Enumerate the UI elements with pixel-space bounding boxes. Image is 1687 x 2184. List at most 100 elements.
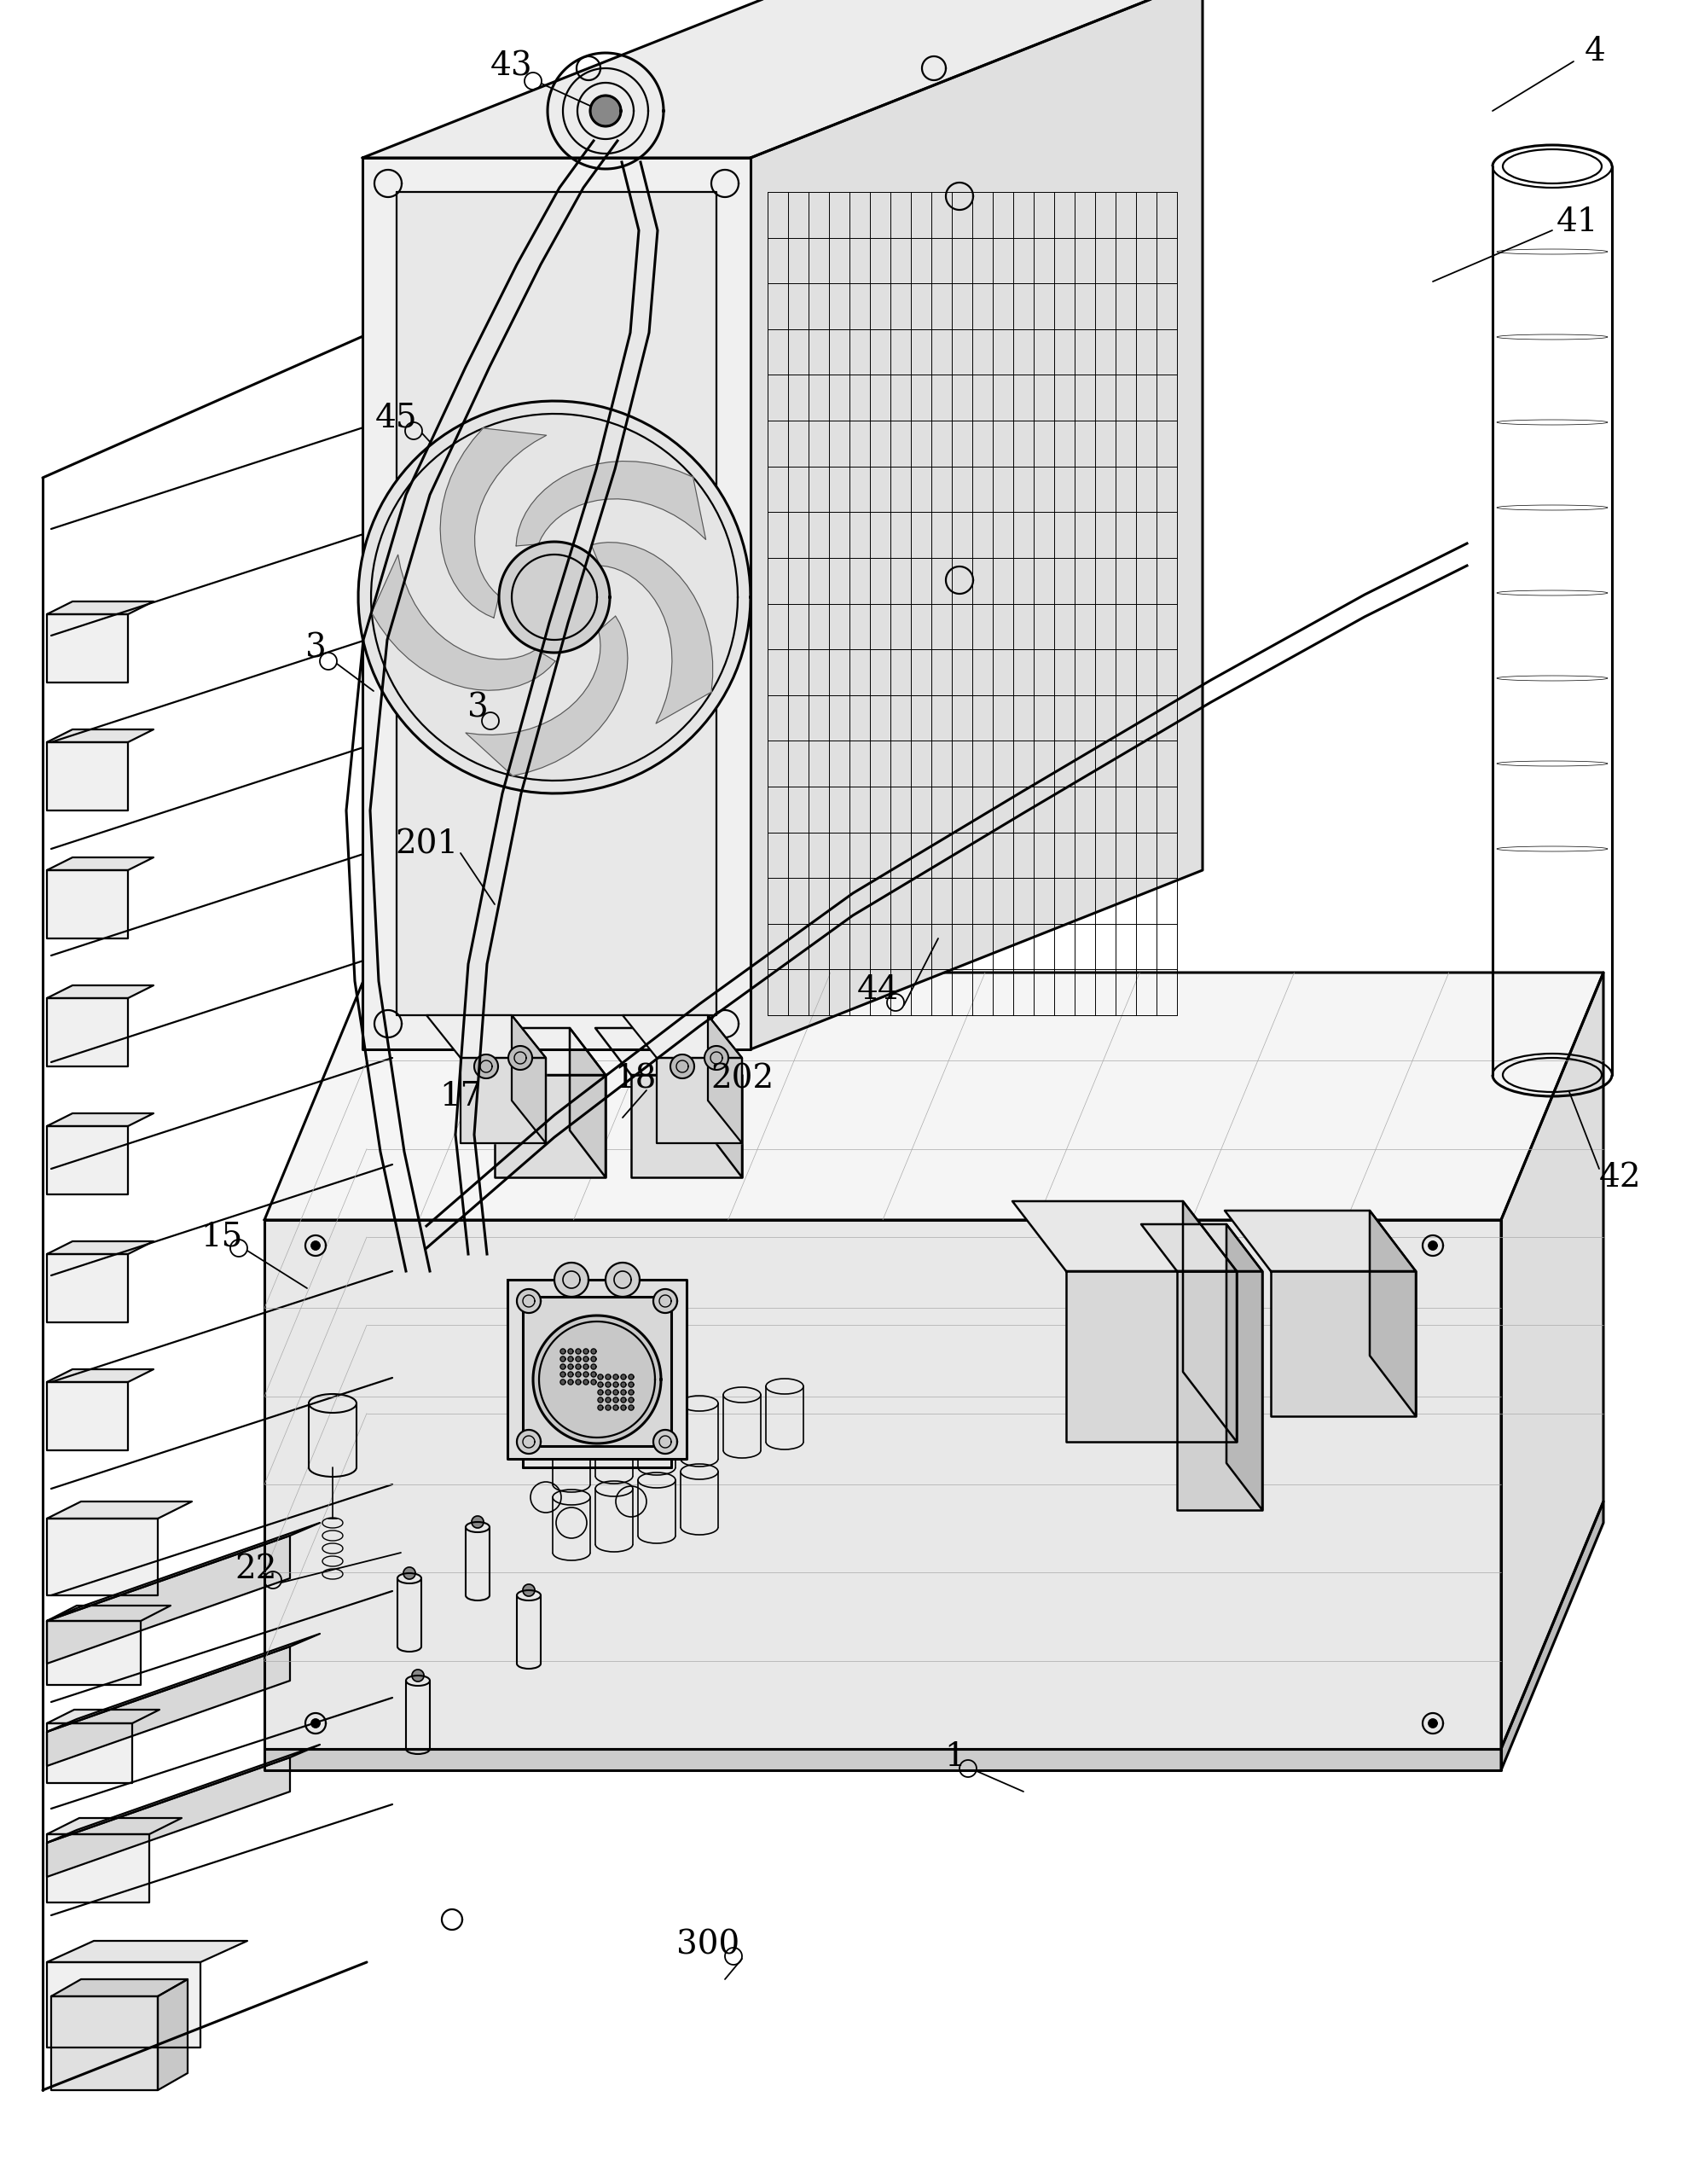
Polygon shape [265, 972, 1603, 1221]
Polygon shape [1429, 1241, 1437, 1249]
Polygon shape [606, 1404, 611, 1411]
Polygon shape [499, 542, 609, 653]
Polygon shape [606, 1398, 611, 1402]
Polygon shape [584, 1365, 589, 1369]
Polygon shape [472, 1516, 484, 1529]
Polygon shape [516, 1431, 542, 1455]
Polygon shape [569, 1356, 574, 1361]
Polygon shape [1066, 1271, 1237, 1441]
Polygon shape [508, 1046, 531, 1070]
Polygon shape [461, 1057, 547, 1142]
Polygon shape [629, 1389, 634, 1396]
Polygon shape [508, 1280, 687, 1459]
Polygon shape [575, 1350, 580, 1354]
Polygon shape [47, 1241, 154, 1254]
Polygon shape [47, 1942, 248, 1961]
Text: 17: 17 [440, 1081, 481, 1112]
Polygon shape [47, 1758, 290, 1876]
Polygon shape [597, 1374, 602, 1380]
Polygon shape [47, 869, 128, 939]
Polygon shape [606, 1382, 611, 1387]
Polygon shape [653, 1431, 676, 1455]
Polygon shape [358, 402, 751, 793]
Polygon shape [584, 1372, 589, 1376]
Polygon shape [1501, 972, 1603, 1749]
Polygon shape [47, 1127, 128, 1195]
Polygon shape [412, 1669, 423, 1682]
Polygon shape [560, 1350, 565, 1354]
Polygon shape [47, 985, 154, 998]
Polygon shape [656, 1057, 742, 1142]
Text: 1: 1 [945, 1741, 965, 1773]
Polygon shape [511, 1016, 547, 1142]
Polygon shape [560, 1372, 565, 1376]
Polygon shape [265, 1749, 1501, 1771]
Polygon shape [47, 1817, 182, 1835]
Polygon shape [629, 1382, 634, 1387]
Polygon shape [621, 1404, 626, 1411]
Polygon shape [612, 1374, 619, 1380]
Polygon shape [606, 1374, 611, 1380]
Polygon shape [523, 1583, 535, 1597]
Polygon shape [621, 1398, 626, 1402]
Polygon shape [459, 1029, 606, 1075]
Polygon shape [403, 1568, 415, 1579]
Polygon shape [47, 1369, 154, 1382]
Polygon shape [159, 1979, 187, 2090]
Polygon shape [584, 1380, 589, 1385]
Polygon shape [47, 1114, 154, 1127]
Polygon shape [560, 1356, 565, 1361]
Polygon shape [709, 1016, 742, 1142]
Text: 43: 43 [491, 50, 533, 83]
Polygon shape [51, 1996, 159, 2090]
Polygon shape [265, 1221, 1501, 1749]
Polygon shape [1370, 1210, 1415, 1415]
Polygon shape [569, 1365, 574, 1369]
Polygon shape [47, 1254, 128, 1321]
Polygon shape [1178, 1271, 1262, 1509]
Polygon shape [612, 1382, 619, 1387]
Text: 15: 15 [201, 1221, 243, 1254]
Polygon shape [47, 1518, 159, 1594]
Polygon shape [621, 1374, 626, 1380]
Polygon shape [516, 1289, 542, 1313]
Polygon shape [570, 1029, 606, 1177]
Polygon shape [629, 1398, 634, 1402]
Polygon shape [47, 1621, 140, 1684]
Polygon shape [516, 461, 705, 546]
Polygon shape [1429, 1719, 1437, 1728]
Polygon shape [569, 1380, 574, 1385]
Polygon shape [621, 1389, 626, 1396]
Polygon shape [1270, 1271, 1415, 1415]
Polygon shape [751, 0, 1203, 1048]
Polygon shape [575, 1365, 580, 1369]
Polygon shape [47, 1634, 321, 1732]
Text: 3: 3 [305, 633, 326, 664]
Polygon shape [597, 1398, 602, 1402]
Polygon shape [474, 1055, 498, 1079]
Polygon shape [584, 1350, 589, 1354]
Polygon shape [612, 1398, 619, 1402]
Text: 202: 202 [710, 1064, 774, 1094]
Text: 42: 42 [1599, 1162, 1641, 1192]
Polygon shape [653, 1289, 676, 1313]
Polygon shape [47, 601, 154, 614]
Polygon shape [440, 428, 547, 618]
Polygon shape [596, 1029, 742, 1075]
Polygon shape [590, 542, 712, 723]
Polygon shape [47, 1745, 321, 1843]
Polygon shape [629, 1374, 634, 1380]
Polygon shape [363, 0, 1203, 157]
Polygon shape [47, 1723, 132, 1782]
Polygon shape [597, 1389, 602, 1396]
Polygon shape [590, 1380, 596, 1385]
Text: 44: 44 [857, 974, 899, 1005]
Polygon shape [560, 1380, 565, 1385]
Polygon shape [597, 1382, 602, 1387]
Polygon shape [533, 1315, 661, 1444]
Text: 22: 22 [234, 1555, 277, 1586]
Polygon shape [670, 1055, 695, 1079]
Polygon shape [47, 614, 128, 681]
Polygon shape [606, 1262, 639, 1297]
Polygon shape [590, 1356, 596, 1361]
